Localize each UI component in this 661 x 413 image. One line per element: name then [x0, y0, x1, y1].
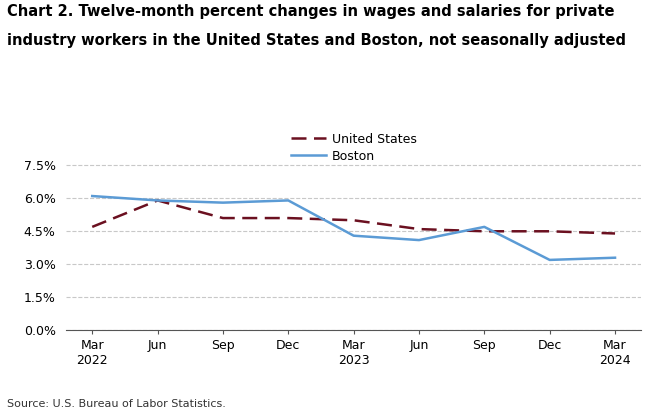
- Text: Source: U.S. Bureau of Labor Statistics.: Source: U.S. Bureau of Labor Statistics.: [7, 399, 225, 409]
- Legend: United States, Boston: United States, Boston: [288, 130, 419, 166]
- Text: Chart 2. Twelve-month percent changes in wages and salaries for private: Chart 2. Twelve-month percent changes in…: [7, 4, 614, 19]
- Text: industry workers in the United States and Boston, not seasonally adjusted: industry workers in the United States an…: [7, 33, 625, 48]
